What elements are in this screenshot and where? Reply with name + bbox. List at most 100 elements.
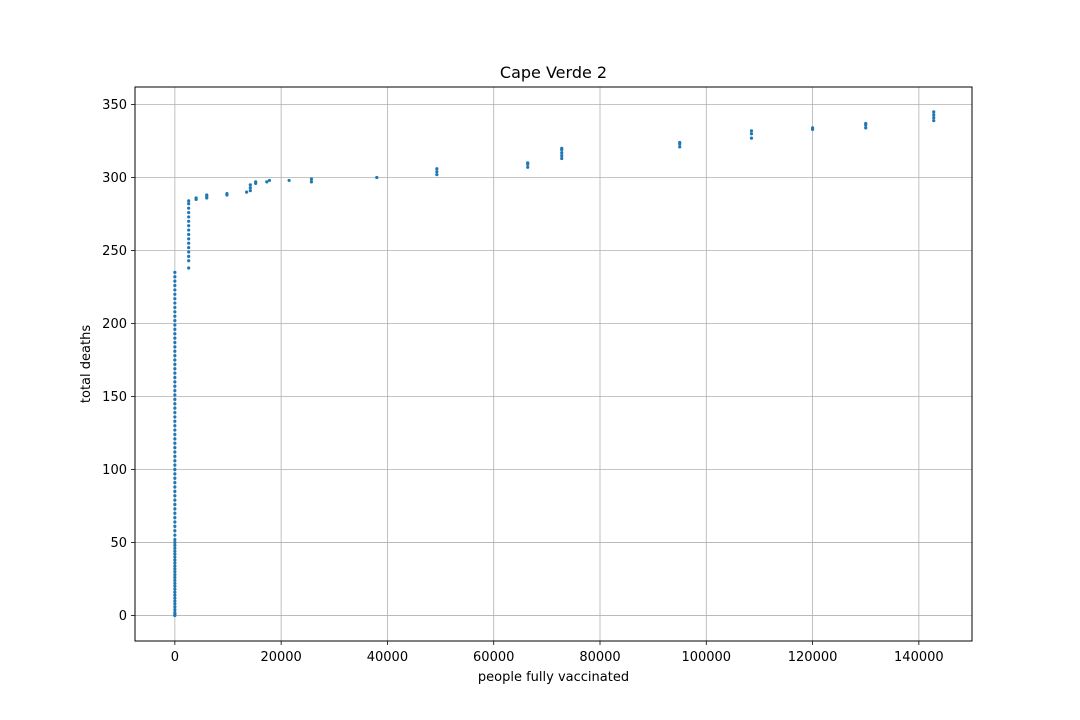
data-point <box>864 121 868 126</box>
data-point <box>375 175 379 180</box>
data-point <box>267 178 272 183</box>
data-point <box>173 454 177 458</box>
data-point <box>173 546 177 550</box>
data-point <box>173 406 177 410</box>
data-point <box>287 178 291 183</box>
data-point <box>187 237 191 241</box>
data-point <box>173 270 177 274</box>
data-point <box>173 327 177 331</box>
data-point <box>173 393 177 397</box>
data-point <box>173 516 177 520</box>
data-point <box>435 170 439 174</box>
data-point <box>173 288 177 292</box>
y-axis-ticks: 0 50 100 150 200 250 300 350 <box>102 98 135 624</box>
x-tick-label: 40000 <box>367 650 408 665</box>
data-point <box>173 349 177 353</box>
data-point <box>187 232 191 237</box>
data-point <box>173 389 177 393</box>
data-point <box>187 202 191 206</box>
data-point <box>205 193 209 197</box>
data-point <box>173 599 177 603</box>
data-point <box>173 428 177 432</box>
data-point <box>173 275 177 279</box>
data-point <box>173 502 177 507</box>
data-point <box>187 259 191 263</box>
data-point <box>245 190 249 194</box>
data-point <box>173 402 177 406</box>
data-point <box>173 520 177 524</box>
y-tick-label: 150 <box>102 390 127 405</box>
data-point <box>309 180 314 184</box>
x-axis-label: people fully vaccinated <box>478 670 629 685</box>
data-point <box>173 332 177 336</box>
data-point <box>187 250 191 254</box>
data-point <box>173 581 177 585</box>
data-point <box>932 113 936 117</box>
x-tick-label: 0 <box>171 650 179 665</box>
data-point <box>749 132 754 136</box>
data-point <box>173 467 177 472</box>
data-point <box>810 126 815 130</box>
data-point <box>173 533 177 537</box>
data-point <box>187 210 191 215</box>
data-point <box>173 437 177 441</box>
data-point <box>173 481 177 485</box>
data-point <box>173 540 177 545</box>
data-point <box>749 129 754 133</box>
data-point <box>526 161 530 165</box>
data-point <box>173 524 177 529</box>
data-point <box>435 167 439 171</box>
data-point <box>932 110 936 114</box>
data-point <box>173 485 177 489</box>
x-axis-ticks: 0 20000 40000 60000 80000 100000 120000 140000 <box>171 641 944 665</box>
data-point <box>187 224 191 228</box>
data-point <box>173 450 177 454</box>
y-tick-label: 300 <box>102 171 127 186</box>
data-point <box>173 362 177 366</box>
data-point <box>248 186 252 190</box>
data-point <box>173 543 177 547</box>
data-point <box>173 567 177 571</box>
data-point <box>173 494 177 498</box>
data-point <box>173 558 177 562</box>
data-point <box>560 154 564 158</box>
data-point <box>173 552 177 556</box>
data-point <box>187 219 191 223</box>
data-point <box>173 301 177 305</box>
data-point <box>173 371 177 375</box>
data-point <box>173 354 177 358</box>
x-tick-label: 60000 <box>473 650 514 665</box>
data-point <box>187 241 191 245</box>
plot-frame <box>134 86 973 642</box>
data-point <box>678 140 682 145</box>
y-tick-label: 50 <box>110 536 127 551</box>
y-tick-label: 250 <box>102 244 127 259</box>
data-point <box>225 191 229 196</box>
data-point <box>678 145 682 149</box>
data-point <box>173 384 177 388</box>
data-point <box>173 602 177 606</box>
data-point <box>173 610 177 615</box>
data-point <box>173 605 177 609</box>
data-point <box>560 156 564 161</box>
data-point <box>864 126 868 130</box>
data-point <box>248 183 252 187</box>
data-point <box>173 590 177 594</box>
data-point <box>173 529 177 533</box>
x-tick-label: 80000 <box>579 650 620 665</box>
data-point <box>173 498 177 502</box>
data-point <box>173 279 177 283</box>
data-point <box>173 593 177 597</box>
data-point <box>187 266 191 270</box>
data-point <box>173 572 177 577</box>
data-point <box>173 584 177 588</box>
data-point <box>173 397 177 402</box>
data-point <box>173 570 177 574</box>
y-tick-label: 0 <box>119 609 127 624</box>
data-point <box>173 297 177 301</box>
data-point <box>173 575 177 580</box>
x-tick-label: 100000 <box>681 650 731 665</box>
data-point <box>173 564 177 568</box>
data-point <box>173 561 177 565</box>
data-point <box>173 323 177 327</box>
